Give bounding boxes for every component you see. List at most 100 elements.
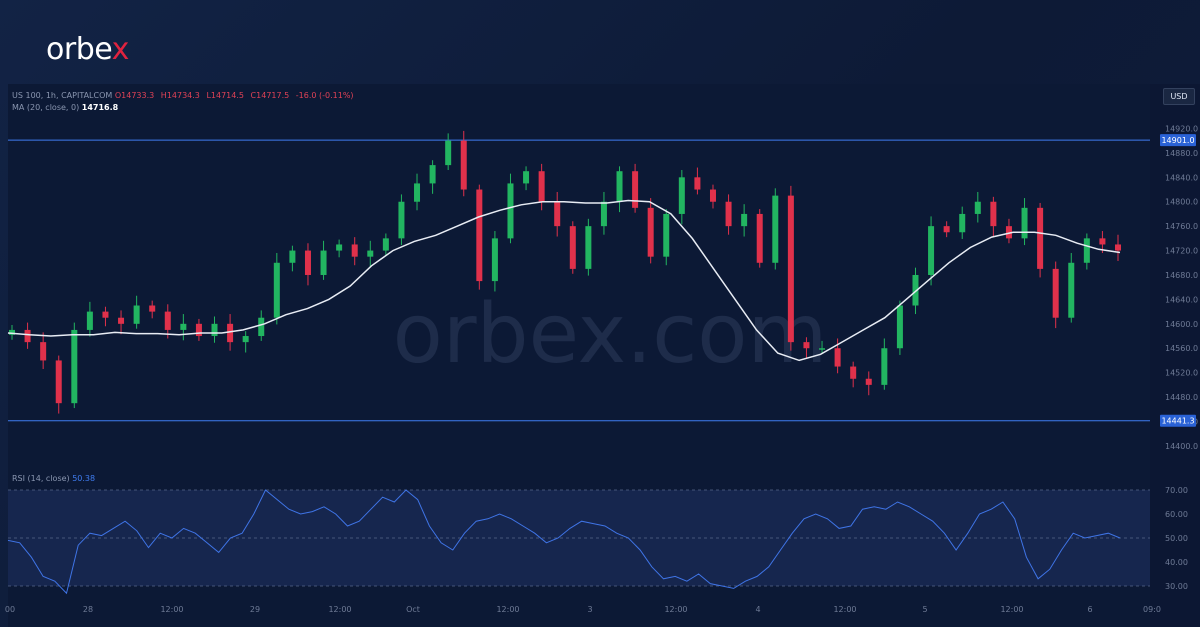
candle-body [990,201,997,227]
price-tick-label: 14800.0 [1165,198,1198,207]
time-tick-label: 5 [922,605,927,614]
candle-body [772,195,779,263]
time-tick-label: 12:00 [1000,605,1023,614]
ma-label: MA (20, close, 0) [12,103,80,112]
candle-body [1037,207,1044,269]
watermark: orbex.com [393,287,828,382]
rsi-tick-label: 40.00 [1165,558,1188,567]
currency-button[interactable]: USD [1163,88,1195,105]
candle-body [709,189,716,202]
candle-body [850,366,857,379]
candle-body [538,171,545,202]
rsi-tick-label: 70.00 [1165,486,1188,495]
candle-body [55,360,62,404]
ohlc-high: H14734.3 [160,91,200,100]
candle-body [118,317,125,324]
candle-body [616,171,623,202]
price-axis-area [1150,84,1200,627]
price-tick-label: 14400.0 [1165,442,1198,451]
candle-body [382,238,389,251]
candle-body [429,165,436,184]
candle-body [819,348,826,350]
candle-body [351,244,358,257]
candle-body [258,317,265,337]
candle-body [164,311,171,330]
time-tick-label: 00 [5,605,15,614]
time-tick-label: 12:00 [664,605,687,614]
candle-body [1099,238,1106,245]
candle-body [320,250,327,275]
price-chart: orbex.com14400.014440.014480.014520.0145… [5,84,1200,627]
candle-body [227,323,234,343]
rsi-label: RSI (14, close) [12,474,70,483]
candle-body [974,201,981,214]
candle-body [1115,244,1121,251]
ma-value: 14716.8 [81,103,119,112]
support-price-label: 14441.3 [1161,417,1194,426]
candle-body [1083,238,1090,263]
candle-body [959,213,966,233]
candle-body [133,305,140,324]
candle-body [756,213,763,263]
candle-body [1005,226,1012,239]
candle-body [40,342,47,361]
ma-line [7,199,1121,362]
price-tick-label: 14520.0 [1165,369,1198,378]
candle-body [725,201,732,227]
time-tick-label: 12:00 [833,605,856,614]
candle-body [694,177,701,190]
time-tick-label: 12:00 [328,605,351,614]
candle-body [460,140,467,190]
candle-body [600,201,607,227]
price-tick-label: 14760.0 [1165,222,1198,231]
candle-body [289,250,296,263]
ohlc-open: O14733.3 [114,91,155,100]
time-tick-label: 09:0 [1143,605,1161,614]
price-tick-label: 14680.0 [1165,271,1198,280]
resistance-price-tag [1160,134,1196,147]
support-price-tag [1160,414,1196,427]
candle-body [102,311,109,318]
candle-body [928,226,935,275]
candle-body [367,250,374,257]
candle-body [211,323,218,337]
time-tick-label: 4 [755,605,760,614]
candle-body [149,305,156,312]
price-tick-label: 14640.0 [1165,295,1198,304]
rsi-tick-label: 50.00 [1165,534,1188,543]
price-tick-label: 14600.0 [1165,320,1198,329]
rsi-tick-label: 60.00 [1165,510,1188,519]
candle-body [741,213,748,227]
time-tick-label: Oct [406,605,420,614]
ohlc-low: L14714.5 [206,91,244,100]
candle-body [398,201,405,239]
candle-body [24,329,31,343]
price-tick-label: 14560.0 [1165,344,1198,353]
price-tick-label: 14880.0 [1165,149,1198,158]
candle-body [663,213,670,257]
rsi-tick-label: 30.00 [1165,582,1188,591]
chart-frame: orbex.com14400.014440.014480.014520.0145… [4,84,1200,627]
time-tick-label: 3 [587,605,592,614]
candle-body [787,195,794,343]
price-tick-label: 14840.0 [1165,173,1198,182]
ma-legend[interactable]: MA (20, close, 0) 14716.8 [12,103,118,112]
candle-body [554,201,561,227]
time-tick-label: 28 [83,605,93,614]
candle-body [632,171,639,208]
candle-body [912,274,919,306]
orbex-logo: orbex [46,32,129,67]
candle-body [881,348,888,385]
candle-body [414,183,421,202]
candle-body [304,250,311,275]
candle-body [336,244,343,251]
candle-body [86,311,93,330]
candle-body [71,329,78,404]
candle-body [507,183,514,239]
resistance-price-label: 14901.0 [1161,136,1194,145]
candle-body [476,189,483,282]
candle-body [678,177,685,214]
rsi-legend[interactable]: RSI (14, close) 50.38 [12,474,95,483]
time-tick-label: 6 [1087,605,1092,614]
candle-body [569,226,576,269]
